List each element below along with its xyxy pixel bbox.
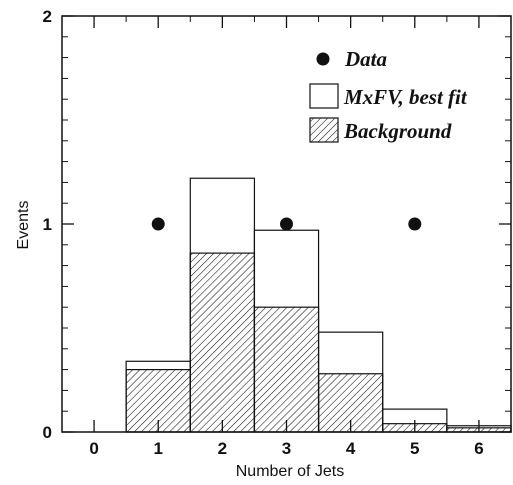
- y-tick-label: 2: [43, 7, 52, 26]
- y-tick-label: 1: [43, 215, 52, 234]
- x-axis-title: Number of Jets: [236, 463, 344, 480]
- data-point: [408, 217, 422, 231]
- y-tick-label: 0: [43, 423, 52, 442]
- x-tick-label: 1: [153, 439, 162, 458]
- background-bar: [253, 306, 320, 433]
- x-tick-label: 2: [218, 439, 227, 458]
- x-tick-label: 4: [346, 439, 356, 458]
- data-point: [280, 217, 293, 231]
- y-axis-title: Events: [15, 201, 32, 250]
- x-tick-label: 0: [89, 439, 98, 458]
- legend-background-swatch: [309, 117, 339, 143]
- x-tick-label: 3: [282, 439, 291, 458]
- legend: Data MxFV, best fit Background: [309, 47, 468, 143]
- x-tick-label: 5: [410, 439, 419, 458]
- data-points: [151, 217, 422, 231]
- x-tick-label: 6: [474, 439, 483, 458]
- axis-ticks: 0 1 2 3 4 5 6 0 1 2: [43, 7, 512, 458]
- legend-label-data: Data: [344, 47, 387, 71]
- legend-label-mxfv: MxFV, best fit: [343, 85, 468, 109]
- legend-mxfv-swatch: [309, 83, 339, 109]
- background-bar: [189, 252, 256, 433]
- background-histogram: [125, 252, 512, 433]
- data-point: [151, 217, 165, 231]
- legend-data-marker: [316, 52, 330, 66]
- legend-label-background: Background: [343, 119, 452, 143]
